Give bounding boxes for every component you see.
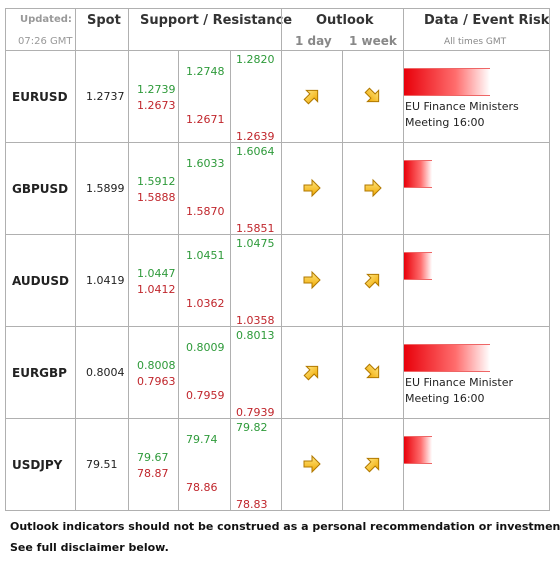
pair: EURUSD — [12, 90, 68, 104]
outlook-arrow — [364, 273, 380, 289]
spot: 1.0419 — [86, 274, 125, 287]
resistance: 0.8013 — [236, 329, 275, 342]
spot: 0.8004 — [86, 366, 125, 379]
resistance: 79.82 — [236, 421, 268, 434]
resistance: 1.0475 — [236, 237, 275, 250]
resistance: 1.6033 — [186, 157, 225, 170]
outlook-arrow — [303, 178, 321, 198]
pair: AUDUSD — [12, 274, 69, 288]
spot: 79.51 — [86, 458, 118, 471]
grid-line — [5, 510, 550, 511]
pair: USDJPY — [12, 458, 63, 472]
outlook-header: Outlook — [316, 13, 374, 28]
grid-line — [230, 50, 231, 510]
resistance: 79.67 — [137, 451, 169, 464]
outlook-1day: 1 day — [295, 34, 332, 48]
updated-time: 07:26 GMT — [18, 36, 73, 47]
grid-line — [5, 418, 550, 419]
support: 1.2671 — [186, 113, 225, 126]
grid-line — [342, 50, 343, 510]
support: 78.87 — [137, 467, 169, 480]
event-risk-bar — [404, 436, 432, 464]
support: 0.7963 — [137, 375, 176, 388]
resistance: 1.2820 — [236, 53, 275, 66]
resistance: 0.8009 — [186, 341, 225, 354]
pair: EURGBP — [12, 366, 67, 380]
outlook-arrow — [303, 270, 321, 290]
outlook-arrow — [364, 363, 380, 379]
event-text: EU Finance Minister Meeting 16:00 — [405, 376, 513, 405]
grid-line — [5, 234, 550, 235]
disclaimer: Outlook indicators should not be constru… — [10, 520, 560, 533]
grid-line — [5, 8, 6, 511]
outlook-1week: 1 week — [349, 34, 397, 48]
grid-line — [549, 8, 550, 511]
resistance: 1.5912 — [137, 175, 176, 188]
grid-line — [281, 8, 282, 510]
outlook-arrow — [364, 178, 382, 198]
support: 1.0362 — [186, 297, 225, 310]
resistance: 1.6064 — [236, 145, 275, 158]
support: 78.86 — [186, 481, 218, 494]
outlook-arrow — [364, 87, 380, 103]
spot: 1.2737 — [86, 90, 125, 103]
event-risk-bar — [404, 252, 432, 280]
support: 1.5851 — [236, 222, 275, 235]
event-header: Data / Event Risk — [424, 13, 550, 28]
outlook-arrow — [303, 365, 319, 381]
resistance: 1.0451 — [186, 249, 225, 262]
event-note: All times GMT — [444, 37, 507, 47]
updated-label: Updated: — [20, 14, 72, 25]
event-risk-bar — [404, 344, 490, 372]
support: 1.2673 — [137, 99, 176, 112]
support: 1.0358 — [236, 314, 275, 327]
sr-header: Support / Resistance — [140, 13, 293, 28]
spot-header: Spot — [87, 13, 121, 28]
spot: 1.5899 — [86, 182, 125, 195]
support: 1.0412 — [137, 283, 176, 296]
support: 1.5888 — [137, 191, 176, 204]
outlook-arrow — [303, 89, 319, 105]
grid-line — [178, 50, 179, 510]
outlook-arrow — [364, 457, 380, 473]
disclaimer-link: See full disclaimer below. — [10, 541, 169, 554]
support: 1.5870 — [186, 205, 225, 218]
support: 0.7939 — [236, 406, 275, 419]
resistance: 79.74 — [186, 433, 218, 446]
grid-line — [75, 8, 76, 510]
grid-line — [5, 8, 550, 9]
support: 0.7959 — [186, 389, 225, 402]
resistance: 1.2748 — [186, 65, 225, 78]
grid-line — [5, 50, 550, 51]
event-text: EU Finance Ministers Meeting 16:00 — [405, 100, 519, 129]
resistance: 0.8008 — [137, 359, 176, 372]
grid-line — [5, 142, 550, 143]
event-risk-bar — [404, 68, 490, 96]
grid-line — [5, 326, 550, 327]
support: 1.2639 — [236, 130, 275, 143]
resistance: 1.0447 — [137, 267, 176, 280]
grid-line — [403, 8, 404, 510]
outlook-arrow — [303, 454, 321, 474]
resistance: 1.2739 — [137, 83, 176, 96]
grid-line — [128, 8, 129, 510]
pair: GBPUSD — [12, 182, 69, 196]
event-risk-bar — [404, 160, 432, 188]
support: 78.83 — [236, 498, 268, 511]
